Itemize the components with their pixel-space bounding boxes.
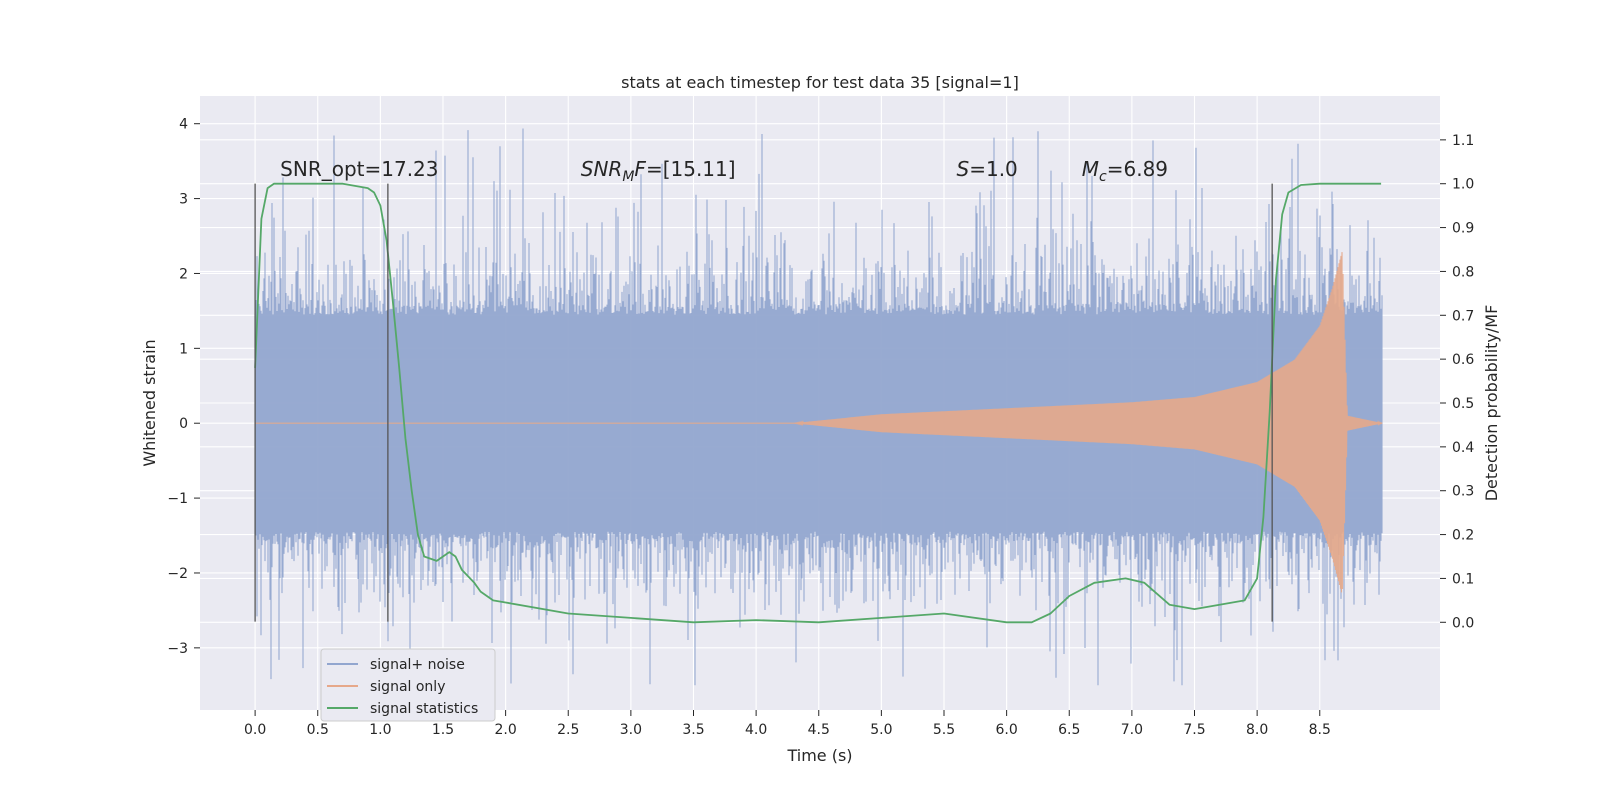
x-tick-label-8: 4.0	[745, 722, 767, 738]
y-right-tick-label-4: 0.4	[1452, 440, 1474, 456]
vertical-markers	[254, 183, 1273, 622]
x-tick-label-1: 0.5	[307, 722, 329, 738]
x-tick-label-6: 3.0	[620, 722, 642, 738]
y-right-tick-label-6: 0.6	[1452, 352, 1474, 368]
annotation-2-part-1: =1.0	[969, 157, 1018, 181]
y-left-tick-label-7: 4	[179, 117, 188, 133]
y-left-tick-label-5: 2	[179, 266, 188, 282]
y-right-tick-label-5: 0.5	[1452, 396, 1474, 412]
annotation-1-part-3: =[15.11]	[646, 157, 736, 181]
annotation-1-part-0: SNR	[581, 157, 623, 181]
x-tick-label-15: 7.5	[1183, 722, 1205, 738]
signal-only-trace	[255, 252, 1383, 593]
legend-label-signal-noise: signal+ noise	[370, 657, 465, 673]
annotation-0: SNR_opt=17.23	[280, 157, 438, 181]
x-tick-label-14: 7.0	[1121, 722, 1143, 738]
x-tick-label-3: 1.5	[432, 722, 454, 738]
y-right-tick-label-10: 1.0	[1452, 177, 1474, 193]
y-right-tick-label-3: 0.3	[1452, 484, 1474, 500]
y-right-tick-label-0: 0.0	[1452, 615, 1474, 631]
y-right-tick-label-7: 0.7	[1452, 308, 1474, 324]
x-tick-label-5: 2.5	[557, 722, 579, 738]
x-tick-label-9: 4.5	[808, 722, 830, 738]
y-right-tick-label-9: 0.9	[1452, 221, 1474, 237]
y-axis-label-right: Detection probability/MF	[1482, 305, 1501, 502]
x-tick-label-16: 8.0	[1246, 722, 1268, 738]
y-right-tick-label-2: 0.2	[1452, 528, 1474, 544]
y-axis-label-left: Whitened strain	[140, 339, 159, 466]
x-tick-label-12: 6.0	[995, 722, 1017, 738]
x-tick-label-0: 0.0	[244, 722, 266, 738]
chart-title: stats at each timestep for test data 35 …	[621, 73, 1019, 92]
legend: signal+ noise signal only signal statist…	[320, 648, 496, 722]
signal-statistics-line	[254, 182, 1382, 624]
annotations: SNR_opt=17.23 SNRMF=[15.11] S=1.0 Mc=6.89	[280, 157, 1168, 185]
y-left-tick-label-4: 1	[179, 341, 188, 357]
annotation-3-part-2: =6.89	[1107, 157, 1168, 181]
x-tick-label-10: 5.0	[870, 722, 892, 738]
x-tick-label-2: 1.0	[369, 722, 391, 738]
y-right-tick-label-1: 0.1	[1452, 571, 1474, 587]
annotation-3-part-0: M	[1082, 157, 1099, 181]
x-axis-label: Time (s)	[786, 746, 852, 765]
y-left-tick-label-0: −3	[167, 641, 188, 657]
annotation-2: S=1.0	[957, 157, 1018, 181]
x-tick-label-17: 8.5	[1309, 722, 1331, 738]
y-left-tick-label-2: −1	[167, 491, 188, 507]
legend-box	[320, 648, 496, 722]
x-axis-ticks: 0.0 0.5 1.0 1.5 2.0 2.5 3.0 3.5 4.0 4.5 5.0 5.5 6.0 6…	[244, 710, 1331, 738]
annotation-2-part-0: S	[957, 157, 970, 181]
y-right-tick-label-8: 0.8	[1452, 264, 1474, 280]
annotation-1: SNRMF=[15.11]	[581, 157, 736, 185]
x-tick-label-4: 2.0	[494, 722, 516, 738]
annotation-3: Mc=6.89	[1082, 157, 1168, 185]
annotation-1-part-1: M	[622, 169, 634, 185]
x-tick-label-11: 5.5	[933, 722, 955, 738]
legend-label-signal-only: signal only	[370, 679, 445, 695]
annotation-3-part-1: c	[1099, 169, 1107, 185]
x-tick-label-7: 3.5	[682, 722, 704, 738]
y-right-tick-label-11: 1.1	[1452, 133, 1474, 149]
annotation-0-part-0: SNR_opt=17.23	[280, 157, 438, 181]
y-left-tick-label-1: −2	[167, 566, 188, 582]
y-axis-left-ticks: −3 −2 −1 0 1 2 3 4	[167, 117, 200, 657]
legend-label-signal-statistics: signal statistics	[370, 701, 478, 717]
y-axis-right-ticks: 0.0 0.1 0.2 0.3 0.4 0.5 0.6 0.7 0.8 0.9 1.0 1.1	[1440, 133, 1474, 631]
annotation-1-part-2: F	[634, 157, 646, 181]
x-tick-label-13: 6.5	[1058, 722, 1080, 738]
y-left-tick-label-6: 3	[179, 192, 188, 208]
y-left-tick-label-3: 0	[179, 416, 188, 432]
